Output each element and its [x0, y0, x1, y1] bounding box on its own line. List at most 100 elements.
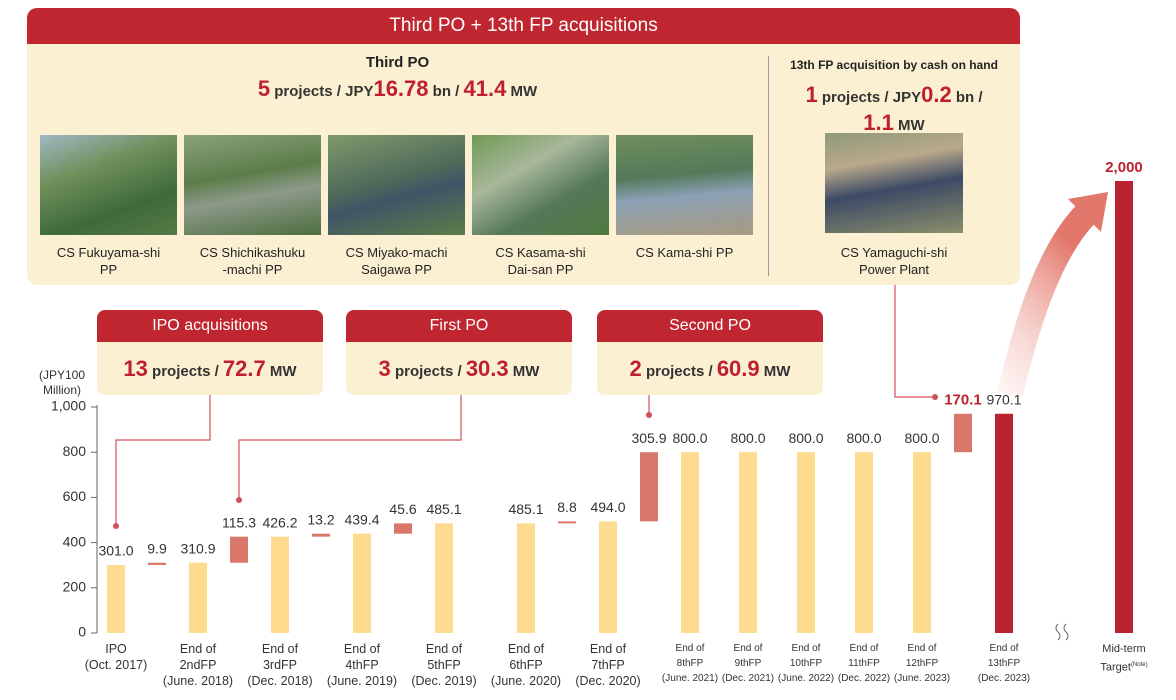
headline-number: 1.1 [863, 110, 894, 135]
headline-number: 0.2 [921, 82, 952, 107]
plant-caption: CS Shichikashuku -machi PP [174, 244, 331, 278]
bar [1115, 181, 1133, 633]
x-tick-label: End of 6thFP (June. 2020) [486, 641, 566, 689]
y-tick-label: 800 [63, 443, 87, 459]
offering-title: First PO [346, 310, 572, 342]
connector-dot [113, 523, 119, 529]
bar [271, 537, 289, 633]
offering-title: Second PO [597, 310, 823, 342]
third-po-title: Third PO [27, 54, 768, 71]
headline-number: 30.3 [466, 356, 509, 381]
bar [681, 452, 699, 633]
x-tick-label: End of 7thFP (Dec. 2020) [568, 641, 648, 689]
x-tick-label: End of 5thFP (Dec. 2019) [404, 641, 484, 689]
bar [435, 523, 453, 633]
headline-text: projects / [391, 363, 466, 380]
value-label: 301.0 [98, 543, 133, 559]
headline-number: 5 [258, 76, 270, 101]
value-label: 494.0 [590, 499, 625, 515]
headline-number: 13 [123, 356, 147, 381]
headline-number: 60.9 [717, 356, 760, 381]
headline-text: projects / [148, 363, 223, 380]
value-label: 9.9 [147, 540, 167, 556]
value-label: 439.4 [344, 511, 379, 527]
bar [739, 452, 757, 633]
y-tick-label: 200 [63, 579, 87, 595]
headline-number: 16.78 [373, 76, 428, 101]
y-tick-label: 1,000 [51, 398, 86, 414]
headline-text: projects / JPY [818, 89, 921, 106]
plant-photo [328, 135, 465, 235]
bar [855, 452, 873, 633]
x-tick-label: End of 3rdFP (Dec. 2018) [240, 641, 320, 689]
connector [116, 395, 210, 524]
value-label: 485.1 [426, 501, 461, 517]
value-label: 13.2 [307, 511, 334, 527]
value-label: 426.2 [262, 514, 297, 530]
bar [599, 521, 617, 633]
x-tick-label: IPO (Oct. 2017) [76, 641, 156, 673]
page: (JPY100Million) 0 200 400 600 800 1,000 301.0 9… [0, 0, 1176, 700]
panel-title: Third PO + 13th FP acquisitions [27, 8, 1020, 44]
fp13-title: 13th FP acquisition by cash on hand [768, 58, 1020, 72]
connector-dot [646, 412, 652, 418]
headline-number: 1 [805, 82, 817, 107]
headline-line: 1 projects / JPY0.2 bn / [768, 82, 1020, 110]
plant-caption: CS Yamaguchi-shi Power Plant [794, 244, 994, 278]
bar [954, 414, 972, 452]
headline-number: 72.7 [223, 356, 266, 381]
x-tick-label: End of 13thFP (Dec. 2023) [964, 641, 1044, 686]
headline-text: projects / JPY [270, 83, 373, 100]
value-label: 800.0 [788, 430, 823, 446]
offering-body: 13 projects / 72.7 MW [97, 342, 323, 395]
headline-number: 41.4 [464, 76, 507, 101]
x-tick-label: End of 12thFP (June. 2023) [882, 641, 962, 686]
value-label: 970.1 [986, 391, 1021, 407]
y-tick-label: 600 [63, 488, 87, 504]
headline-text: bn / [952, 89, 983, 106]
x-tick-label: End of 2ndFP (June. 2018) [158, 641, 238, 689]
bar [797, 452, 815, 633]
plant-caption: CS Kama-shi PP [606, 244, 763, 261]
x-tick-label: End of 4thFP (June. 2019) [322, 641, 402, 689]
value-label: 2,000 [1105, 159, 1143, 176]
headline-text: MW [760, 363, 791, 380]
bar [913, 452, 931, 633]
offering-title: IPO acquisitions [97, 310, 323, 342]
y-tick-label: 0 [78, 624, 86, 640]
bar [394, 523, 412, 533]
headline-number: 3 [379, 356, 391, 381]
value-label: 800.0 [904, 430, 939, 446]
plant-photo [825, 133, 963, 233]
value-label: 8.8 [557, 499, 577, 515]
offering-body: 2 projects / 60.9 MW [597, 342, 823, 395]
growth-arrow [1010, 215, 1085, 395]
value-label: 170.1 [944, 392, 982, 409]
bar [312, 534, 330, 537]
bar [640, 452, 658, 521]
bar [517, 523, 535, 633]
headline-number: 2 [630, 356, 642, 381]
value-label: 800.0 [672, 430, 707, 446]
acquisition-panel: Third PO + 13th FP acquisitions Third PO… [27, 8, 1020, 285]
plant-caption: CS Kasama-shi Dai-san PP [462, 244, 619, 278]
category-note: (Note) [1131, 662, 1148, 668]
value-label: 115.3 [222, 514, 256, 530]
bar [353, 534, 371, 633]
headline-text: MW [509, 363, 540, 380]
headline-text: bn / [429, 83, 464, 100]
bar [107, 565, 125, 633]
bar [558, 521, 576, 523]
y-tick-label: 400 [63, 533, 87, 549]
x-tick-label: Mid-term Target(Note) [1084, 641, 1164, 676]
headline-text: MW [266, 363, 297, 380]
bar [995, 414, 1013, 633]
third-po-headline: 5 projects / JPY16.78 bn / 41.4 MW [27, 76, 768, 102]
headline-text: MW [894, 117, 925, 134]
axis-break [1056, 624, 1068, 640]
offering-body: 3 projects / 30.3 MW [346, 342, 572, 395]
bar [148, 563, 166, 565]
headline-text: projects / [642, 363, 717, 380]
value-label: 800.0 [730, 430, 765, 446]
